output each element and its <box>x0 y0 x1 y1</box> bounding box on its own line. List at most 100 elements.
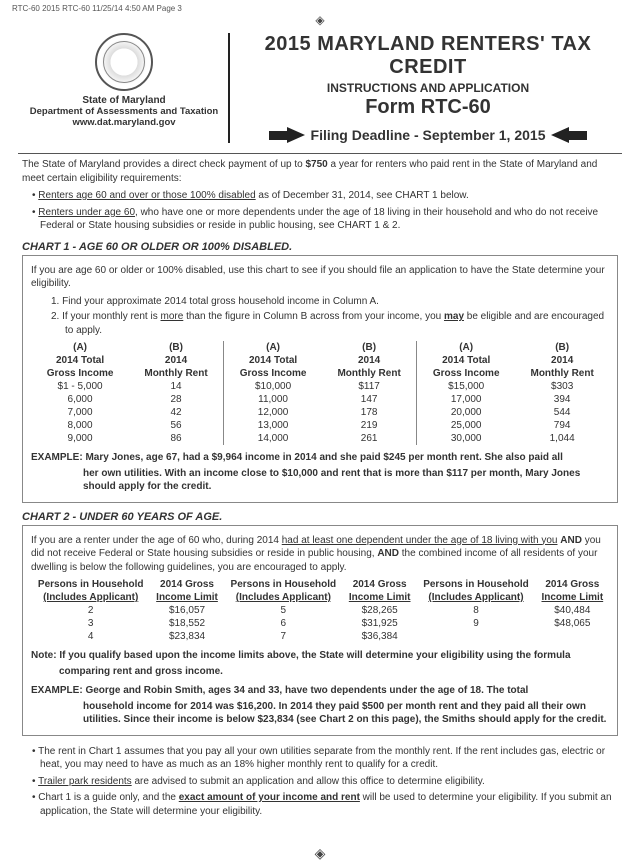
c2hGu1: Income Limit <box>150 591 223 604</box>
chart2-note-1: Note: If you qualify based upon the inco… <box>31 649 609 663</box>
chart1-example-2: her own utilities. With an income close … <box>83 467 609 494</box>
deadline-row: Filing Deadline - September 1, 2015 <box>240 127 616 143</box>
c2hGu2: Income Limit <box>343 591 416 604</box>
table-cell: 219 <box>322 419 416 432</box>
c1-h3f: Monthly Rent <box>515 367 609 380</box>
c2hPu3: (Includes Applicant) <box>416 591 535 604</box>
table-cell: 3 <box>31 617 150 630</box>
table-cell: 8 <box>416 604 535 617</box>
c1s2b: than the figure in Column B across from … <box>183 311 444 322</box>
table-cell: $23,834 <box>150 630 223 643</box>
table-cell: 4 <box>31 630 150 643</box>
chart2-note-2: comparing rent and gross income. <box>59 665 609 679</box>
chart1-box: If you are age 60 or older or 100% disab… <box>22 255 618 503</box>
table-cell: 544 <box>515 406 609 419</box>
table-cell: 30,000 <box>417 432 516 445</box>
c1-h2f: 2014 <box>515 354 609 367</box>
fn2a: Trailer park residents <box>38 776 132 787</box>
chart2-intro: If you are a renter under the age of 60 … <box>31 534 609 575</box>
chart2-title: CHART 2 - UNDER 60 YEARS OF AGE. <box>22 511 618 523</box>
table-cell: 261 <box>322 432 416 445</box>
bullet2-u: Renters under age 60 <box>38 207 135 218</box>
arrow-right-icon <box>269 131 287 140</box>
c2hP1: Persons in Household <box>31 578 150 591</box>
c1-hA2: (A) <box>223 341 322 354</box>
table-cell: 42 <box>129 406 223 419</box>
fn2b: are advised to submit an application and… <box>132 776 485 787</box>
table-cell: 6,000 <box>31 393 129 406</box>
table-cell: $10,000 <box>223 380 322 393</box>
table-cell: $303 <box>515 380 609 393</box>
title-block: 2015 MARYLAND RENTERS' TAX CREDIT INSTRU… <box>228 33 616 143</box>
c2and2: AND <box>377 548 399 559</box>
fn3u: exact amount of your income and rent <box>179 792 360 803</box>
table-cell: 2 <box>31 604 150 617</box>
table-cell: 28 <box>129 393 223 406</box>
deadline-text: Filing Deadline - September 1, 2015 <box>311 127 546 143</box>
c1-h2e: 2014 Total <box>417 354 516 367</box>
table-cell: $18,552 <box>150 617 223 630</box>
table-cell: 86 <box>129 432 223 445</box>
table-cell: 14,000 <box>223 432 322 445</box>
table-cell: $16,057 <box>150 604 223 617</box>
table-cell: $1 - 5,000 <box>31 380 129 393</box>
c1-hA1: (A) <box>31 341 129 354</box>
c2u: had at least one dependent under the age… <box>282 535 558 546</box>
c2hP3: Persons in Household <box>416 578 535 591</box>
table-cell: 178 <box>322 406 416 419</box>
intro-bullet-1: Renters age 60 and over or those 100% di… <box>32 189 618 203</box>
fn3a: Chart 1 is a guide only, and the <box>38 792 178 803</box>
body-content: The State of Maryland provides a direct … <box>0 158 640 831</box>
intro-text-a: The State of Maryland provides a direct … <box>22 159 305 170</box>
c2hG3: 2014 Gross <box>536 578 609 591</box>
bullet1-b: as of December 31, 2014, see CHART 1 bel… <box>256 190 469 201</box>
chart1-title: CHART 1 - AGE 60 OR OLDER OR 100% DISABL… <box>22 241 618 253</box>
issuer-block: State of Maryland Department of Assessme… <box>24 33 224 143</box>
crop-mark-bottom: ◈ <box>0 831 640 868</box>
crop-mark-top: ◈ <box>0 13 640 27</box>
form-number: Form RTC-60 <box>240 96 616 119</box>
c1-hB1: (B) <box>129 341 223 354</box>
chart1-table: (A) (B) (A) (B) (A) (B) 2014 Total 2014 … <box>31 341 609 445</box>
table-cell: 6 <box>224 617 343 630</box>
footnote-1: The rent in Chart 1 assumes that you pay… <box>32 745 618 772</box>
doc-title: 2015 MARYLAND RENTERS' TAX CREDIT <box>240 33 616 79</box>
c2hG1: 2014 Gross <box>150 578 223 591</box>
table-cell: 12,000 <box>223 406 322 419</box>
c1-h2b: 2014 <box>129 354 223 367</box>
table-cell: 25,000 <box>417 419 516 432</box>
c2and1: AND <box>560 535 582 546</box>
table-cell: 7,000 <box>31 406 129 419</box>
state-name: State of Maryland <box>24 95 224 106</box>
c1-h2c: 2014 Total <box>223 354 322 367</box>
table-cell: 5 <box>224 604 343 617</box>
chart1-intro: If you are age 60 or older or 100% disab… <box>31 264 609 291</box>
dept-url: www.dat.maryland.gov <box>24 117 224 128</box>
table-cell: 56 <box>129 419 223 432</box>
table-cell: 794 <box>515 419 609 432</box>
table-cell: 1,044 <box>515 432 609 445</box>
table-cell: $40,484 <box>536 604 609 617</box>
c2hP2: Persons in Household <box>224 578 343 591</box>
c1-h2a: 2014 Total <box>31 354 129 367</box>
footnote-3: Chart 1 is a guide only, and the exact a… <box>32 791 618 818</box>
c1-h3b: Monthly Rent <box>129 367 223 380</box>
table-cell: 394 <box>515 393 609 406</box>
c2a: If you are a renter under the age of 60 … <box>31 535 282 546</box>
table-cell: $48,065 <box>536 617 609 630</box>
table-cell <box>536 630 609 643</box>
c2hG2: 2014 Gross <box>343 578 416 591</box>
table-cell: $28,265 <box>343 604 416 617</box>
c2hGu3: Income Limit <box>536 591 609 604</box>
divider <box>18 153 622 154</box>
table-cell: 9,000 <box>31 432 129 445</box>
state-seal-icon <box>95 33 153 91</box>
doc-subtitle: INSTRUCTIONS AND APPLICATION <box>240 81 616 95</box>
table-cell: 17,000 <box>417 393 516 406</box>
table-cell: 8,000 <box>31 419 129 432</box>
table-cell: 14 <box>129 380 223 393</box>
c1-hA3: (A) <box>417 341 516 354</box>
c1-h3a: Gross Income <box>31 367 129 380</box>
c1-h3c: Gross Income <box>223 367 322 380</box>
intro-para: The State of Maryland provides a direct … <box>22 158 618 185</box>
